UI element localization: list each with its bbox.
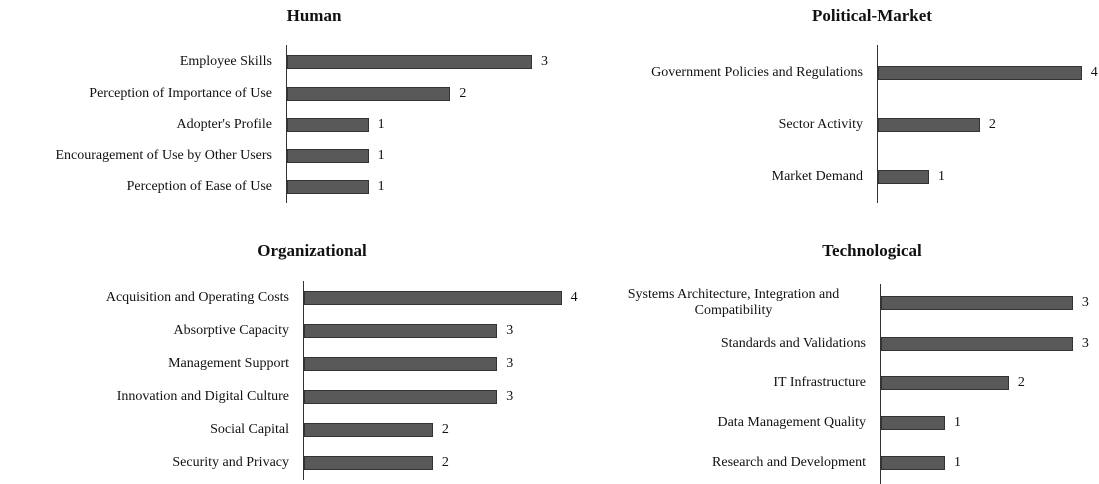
category-label: Perception of Importance of Use bbox=[89, 86, 272, 101]
category-label: Systems Architecture, Integration and Co… bbox=[627, 287, 840, 318]
category-label: Research and Development bbox=[712, 455, 866, 470]
value-label: 1 bbox=[937, 169, 945, 184]
category-label: Government Policies and Regulations bbox=[651, 65, 863, 80]
bar bbox=[287, 55, 532, 69]
category-label: Acquisition and Operating Costs bbox=[105, 290, 289, 305]
category-label: IT Infrastructure bbox=[773, 375, 866, 390]
bar bbox=[287, 87, 451, 101]
value-label: 3 bbox=[1081, 295, 1089, 310]
bar bbox=[304, 324, 498, 338]
bar bbox=[881, 337, 1073, 351]
value-label: 4 bbox=[1090, 65, 1098, 80]
category-label: Management Support bbox=[168, 356, 289, 371]
value-label: 2 bbox=[441, 422, 449, 437]
value-label: 4 bbox=[570, 290, 578, 305]
bar bbox=[304, 357, 498, 371]
value-label: 2 bbox=[1017, 375, 1025, 390]
value-label: 1 bbox=[377, 179, 385, 194]
bar bbox=[881, 416, 945, 430]
category-label: Perception of Ease of Use bbox=[126, 179, 272, 194]
bar bbox=[304, 456, 433, 470]
bar bbox=[881, 296, 1073, 310]
value-label: 1 bbox=[377, 148, 385, 163]
bar bbox=[878, 170, 929, 184]
bar bbox=[878, 118, 980, 132]
bar bbox=[304, 390, 498, 404]
value-label: 3 bbox=[1081, 336, 1089, 351]
category-label: Encouragement of Use by Other Users bbox=[55, 148, 272, 163]
bar bbox=[287, 180, 369, 194]
category-label: Social Capital bbox=[210, 422, 289, 437]
category-label: Market Demand bbox=[771, 169, 863, 184]
category-axis bbox=[880, 284, 881, 484]
chart-title: Political-Market bbox=[812, 6, 932, 25]
category-label: Adopter's Profile bbox=[176, 117, 272, 132]
category-axis bbox=[877, 45, 878, 203]
bar bbox=[878, 66, 1082, 80]
bar bbox=[287, 149, 369, 163]
bar bbox=[287, 118, 369, 132]
bar bbox=[881, 376, 1009, 390]
value-label: 1 bbox=[953, 415, 961, 430]
category-label: Absorptive Capacity bbox=[173, 323, 289, 338]
value-label: 1 bbox=[953, 455, 961, 470]
category-axis bbox=[286, 45, 287, 203]
value-label: 3 bbox=[506, 323, 514, 338]
bar bbox=[304, 291, 562, 305]
value-label: 3 bbox=[506, 389, 514, 404]
value-label: 3 bbox=[506, 356, 514, 371]
value-label: 3 bbox=[541, 54, 548, 69]
category-label: Security and Privacy bbox=[172, 455, 289, 470]
chart-title: Human bbox=[286, 6, 342, 25]
value-label: 1 bbox=[377, 117, 385, 132]
bar bbox=[304, 423, 433, 437]
category-label: Employee Skills bbox=[179, 54, 272, 69]
value-label: 2 bbox=[459, 86, 467, 101]
bar bbox=[881, 456, 945, 470]
chart-title: Technological bbox=[822, 241, 922, 260]
chart-title: Organizational bbox=[257, 241, 367, 260]
value-label: 2 bbox=[441, 455, 449, 470]
category-axis bbox=[303, 281, 304, 480]
category-label: Sector Activity bbox=[778, 117, 863, 132]
category-label: Standards and Validations bbox=[720, 336, 866, 351]
category-label: Innovation and Digital Culture bbox=[116, 389, 289, 404]
value-label: 2 bbox=[988, 117, 996, 132]
category-label: Data Management Quality bbox=[717, 415, 866, 430]
